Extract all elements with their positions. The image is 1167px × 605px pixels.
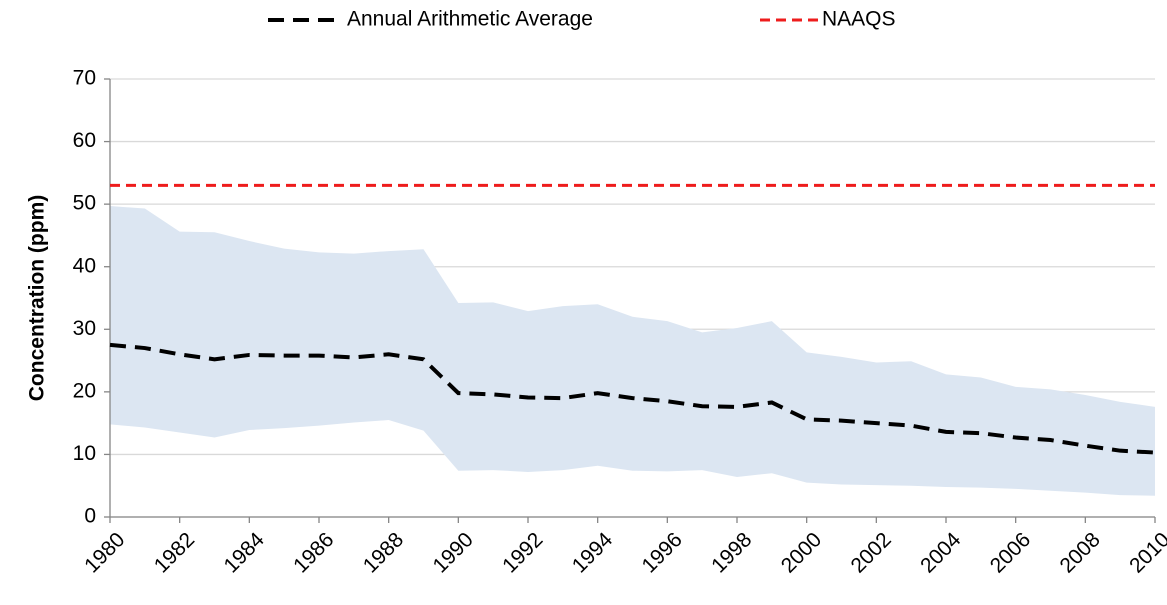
- y-tick-label: 70: [73, 67, 96, 90]
- y-tick-label: 50: [73, 192, 96, 215]
- x-tick-label: 1996: [637, 528, 686, 577]
- range-band: [110, 206, 1155, 496]
- x-tick-label: 2006: [986, 528, 1035, 577]
- x-tick-label: 1984: [219, 528, 269, 578]
- legend-label: NAAQS: [822, 8, 896, 31]
- y-tick-label: 40: [73, 254, 96, 277]
- x-tick-label: 1988: [359, 528, 408, 577]
- average-line: [109, 342, 1156, 455]
- x-tick-label: 1980: [80, 528, 129, 577]
- y-tick-label: 30: [73, 317, 96, 340]
- y-axis-label: Concentration (ppm): [26, 195, 49, 401]
- x-tick-label: 1994: [568, 528, 618, 578]
- x-tick-label: 1998: [707, 528, 756, 577]
- x-tick-label: 2004: [916, 528, 966, 578]
- x-tick-label: 1986: [289, 528, 338, 577]
- x-tick-label: 2008: [1055, 528, 1104, 577]
- x-tick-label: 2010: [1125, 528, 1167, 577]
- y-tick-label: 20: [73, 379, 96, 402]
- x-tick-label: 1982: [150, 528, 199, 577]
- legend-label: Annual Arithmetic Average: [347, 8, 593, 31]
- x-tick-label: 2000: [777, 528, 826, 577]
- y-tick-label: 0: [84, 505, 96, 528]
- x-tick-label: 1990: [428, 528, 477, 577]
- y-tick-label: 10: [73, 442, 96, 465]
- x-tick-label: 2002: [846, 528, 895, 577]
- y-tick-label: 60: [73, 129, 96, 152]
- x-tick-label: 1992: [498, 528, 547, 577]
